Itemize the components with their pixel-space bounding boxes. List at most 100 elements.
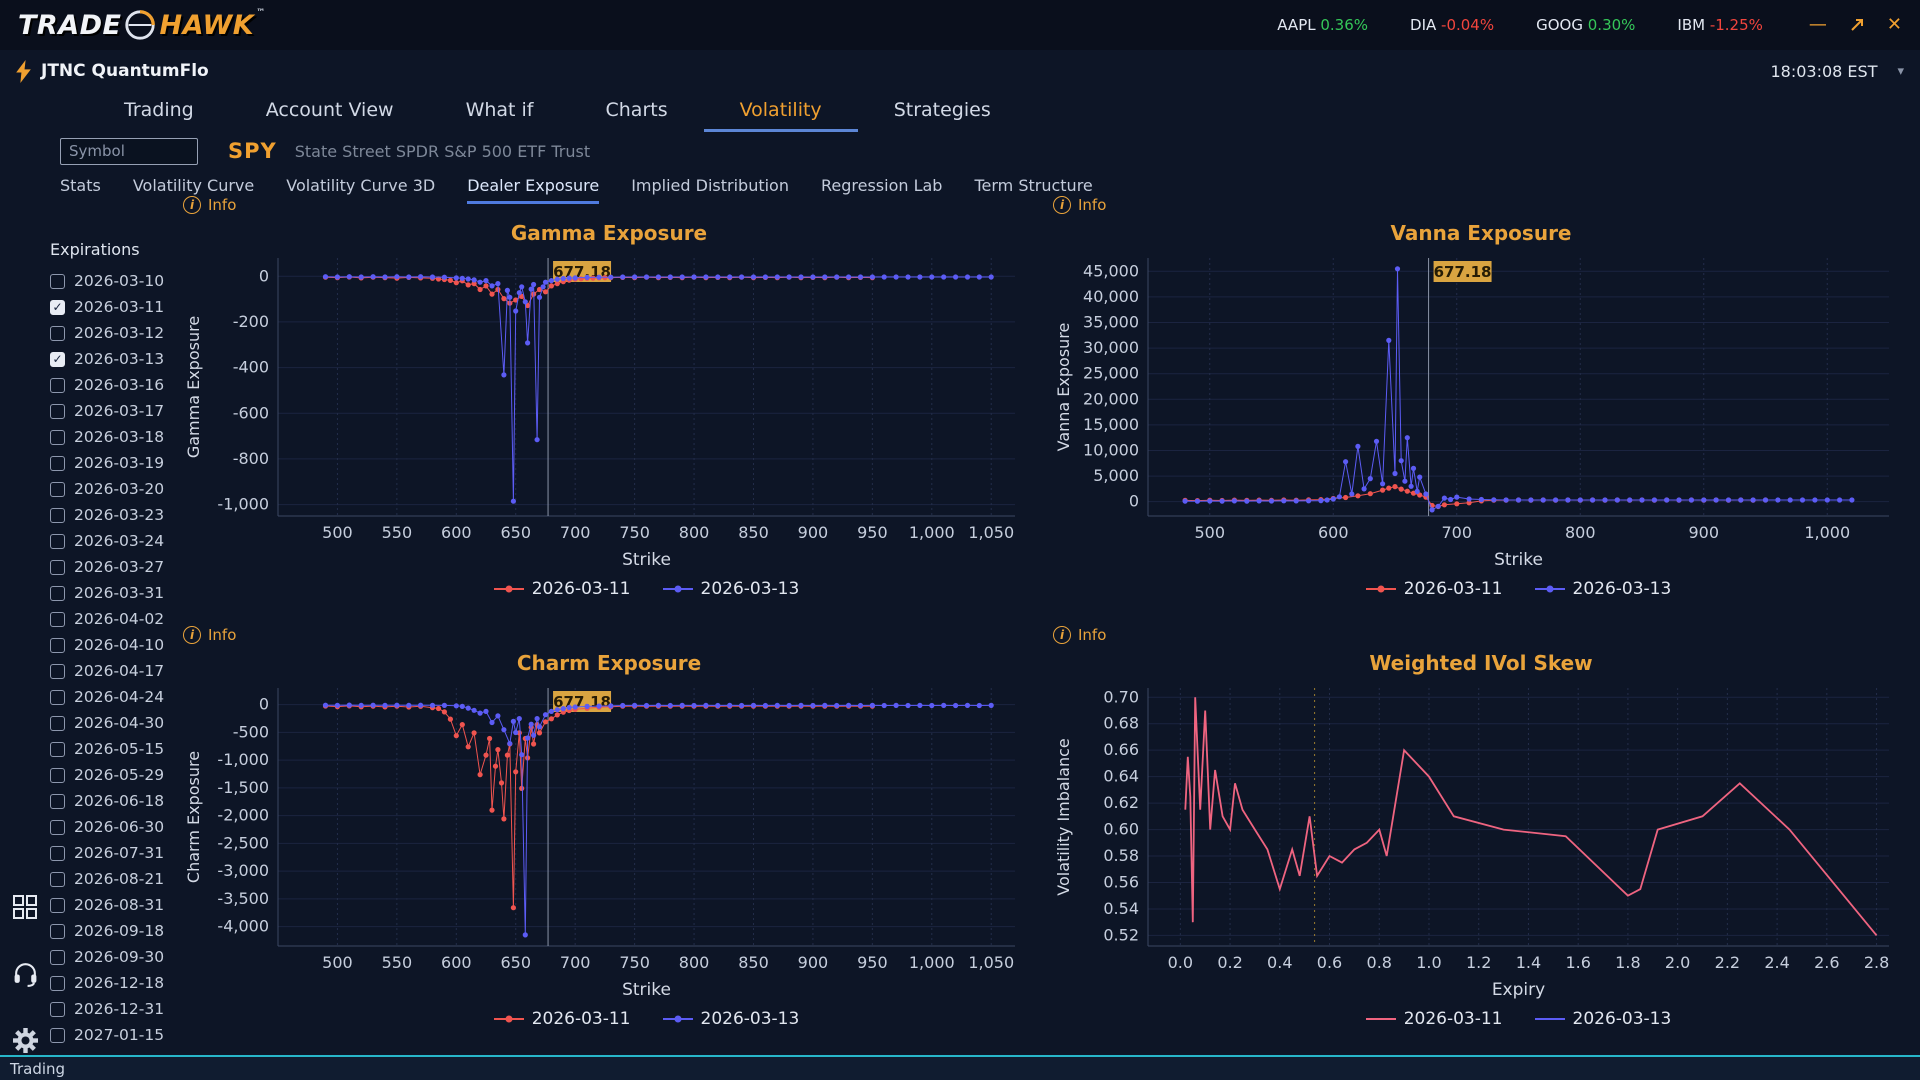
symbol-input[interactable] <box>60 137 198 165</box>
gamma-exposure-chart[interactable]: 0 -200 -400 -600 -800 -1,000 500 550 600 650 700 75… <box>183 248 1035 548</box>
expiration-item[interactable]: 2026-04-10 <box>50 632 206 658</box>
expiration-checkbox[interactable] <box>50 403 65 419</box>
legend-item[interactable]: 2026-03-13 <box>662 579 799 599</box>
weighted-ivol-skew-chart[interactable]: 0.52 0.54 0.56 0.58 0.60 0.62 0.64 0.66 0.68 0.70… <box>1053 678 1909 978</box>
expiration-item[interactable]: 2026-03-18 <box>50 424 206 450</box>
expiration-item[interactable]: 2026-03-20 <box>50 476 206 502</box>
layout-grid-icon[interactable] <box>12 894 39 924</box>
expiration-checkbox[interactable] <box>50 715 65 731</box>
expiration-checkbox[interactable] <box>50 1027 65 1043</box>
expiration-checkbox[interactable] <box>50 845 65 861</box>
expiration-checkbox[interactable] <box>50 455 65 471</box>
tab-volatility[interactable]: Volatility <box>703 91 858 132</box>
legend-item[interactable]: 2026-03-13 <box>1534 1009 1671 1029</box>
legend-item[interactable]: 2026-03-11 <box>493 579 631 599</box>
expiration-checkbox[interactable]: ✓ <box>50 351 65 367</box>
expiration-item[interactable]: 2026-04-17 <box>50 658 206 684</box>
tab-dealer-exposure[interactable]: Dealer Exposure <box>467 176 600 204</box>
tab-volatility-curve-3d[interactable]: Volatility Curve 3D <box>286 176 436 195</box>
expiration-checkbox[interactable] <box>50 559 65 575</box>
expiration-checkbox[interactable] <box>50 325 65 341</box>
legend-item[interactable]: 2026-03-13 <box>662 1009 799 1029</box>
tab-what-if[interactable]: What if <box>465 99 534 121</box>
expiration-item[interactable]: 2026-04-24 <box>50 684 206 710</box>
expiration-checkbox[interactable] <box>50 871 65 887</box>
info-button[interactable]: i Info <box>1053 196 1106 214</box>
info-button[interactable]: i Info <box>183 626 236 644</box>
expiration-checkbox[interactable] <box>50 637 65 653</box>
chevron-down-icon[interactable]: ▾ <box>1897 63 1904 79</box>
legend-item[interactable]: 2026-03-13 <box>1534 579 1671 599</box>
svg-text:40,000: 40,000 <box>1083 287 1139 306</box>
tab-stats[interactable]: Stats <box>60 176 101 195</box>
expiration-checkbox[interactable] <box>50 767 65 783</box>
tab-implied-distribution[interactable]: Implied Distribution <box>631 176 789 195</box>
expiration-item[interactable]: 2026-03-24 <box>50 528 206 554</box>
expiration-item[interactable]: 2026-03-19 <box>50 450 206 476</box>
info-button[interactable]: i Info <box>1053 626 1106 644</box>
tab-trading[interactable]: Trading <box>124 99 194 121</box>
expiration-item[interactable]: 2026-07-31 <box>50 840 206 866</box>
expiration-item[interactable]: 2026-04-30 <box>50 710 206 736</box>
expiration-checkbox[interactable] <box>50 533 65 549</box>
expiration-item[interactable]: 2026-03-23 <box>50 502 206 528</box>
expiration-checkbox[interactable] <box>50 377 65 393</box>
expiration-item[interactable]: 2026-03-12 <box>50 320 206 346</box>
restore-button[interactable] <box>1849 17 1865 33</box>
tab-account-view[interactable]: Account View <box>265 99 394 121</box>
expiration-item[interactable]: 2026-05-15 <box>50 736 206 762</box>
legend-item[interactable]: 2026-03-11 <box>1365 579 1503 599</box>
expiration-checkbox[interactable] <box>50 793 65 809</box>
expiration-checkbox[interactable] <box>50 1001 65 1017</box>
expiration-checkbox[interactable] <box>50 689 65 705</box>
expiration-checkbox[interactable] <box>50 663 65 679</box>
expiration-checkbox[interactable] <box>50 975 65 991</box>
legend-item[interactable]: 2026-03-11 <box>1365 1009 1503 1029</box>
gear-icon[interactable] <box>12 1027 39 1058</box>
expiration-checkbox[interactable] <box>50 897 65 913</box>
headset-icon[interactable] <box>12 960 39 991</box>
close-button[interactable]: ✕ <box>1886 14 1902 35</box>
minimize-button[interactable]: — <box>1808 14 1827 35</box>
expiration-item[interactable]: 2026-03-17 <box>50 398 206 424</box>
expiration-item[interactable]: ✓ 2026-03-11 <box>50 294 206 320</box>
expiration-item[interactable]: 2026-03-27 <box>50 554 206 580</box>
expiration-item[interactable]: 2026-06-18 <box>50 788 206 814</box>
expiration-item[interactable]: 2026-09-30 <box>50 944 206 970</box>
tab-volatility-curve[interactable]: Volatility Curve <box>132 176 255 195</box>
svg-text:-3,000: -3,000 <box>217 861 269 880</box>
info-button[interactable]: i Info <box>183 196 236 214</box>
expiration-item[interactable]: 2026-06-30 <box>50 814 206 840</box>
tab-regression-lab[interactable]: Regression Lab <box>820 176 943 195</box>
expiration-checkbox[interactable] <box>50 611 65 627</box>
expiration-checkbox[interactable] <box>50 923 65 939</box>
legend-item[interactable]: 2026-03-11 <box>493 1009 631 1029</box>
status-tab-trading[interactable]: Trading <box>10 1059 66 1078</box>
expiration-checkbox[interactable] <box>50 949 65 965</box>
expiration-item[interactable]: 2026-03-10 <box>50 268 206 294</box>
expiration-checkbox[interactable] <box>50 741 65 757</box>
expiration-item[interactable]: 2026-05-29 <box>50 762 206 788</box>
expiration-item[interactable]: 2027-01-15 <box>50 1022 206 1048</box>
tab-strategies[interactable]: Strategies <box>893 99 991 121</box>
expiration-item[interactable]: 2026-03-31 <box>50 580 206 606</box>
expiration-checkbox[interactable] <box>50 273 65 289</box>
expiration-checkbox[interactable] <box>50 481 65 497</box>
expiration-checkbox[interactable] <box>50 429 65 445</box>
tab-term-structure[interactable]: Term Structure <box>974 176 1093 195</box>
expiration-checkbox[interactable]: ✓ <box>50 299 65 315</box>
expiration-item[interactable]: 2026-08-31 <box>50 892 206 918</box>
expiration-item[interactable]: 2026-08-21 <box>50 866 206 892</box>
expiration-item[interactable]: 2026-04-02 <box>50 606 206 632</box>
tab-charts[interactable]: Charts <box>605 99 668 121</box>
expiration-checkbox[interactable] <box>50 507 65 523</box>
expiration-item[interactable]: 2026-03-16 <box>50 372 206 398</box>
expiration-item[interactable]: 2026-09-18 <box>50 918 206 944</box>
expiration-item[interactable]: ✓ 2026-03-13 <box>50 346 206 372</box>
expiration-checkbox[interactable] <box>50 585 65 601</box>
charm-exposure-chart[interactable]: 0 -500 -1,000 -1,500 -2,000 -2,500 -3,000 -3,50… <box>183 678 1035 978</box>
expiration-item[interactable]: 2026-12-18 <box>50 970 206 996</box>
expiration-checkbox[interactable] <box>50 819 65 835</box>
vanna-exposure-chart[interactable]: 0 5,000 10,000 15,000 20,000 25,000 30,000 35,0… <box>1053 248 1909 548</box>
expiration-item[interactable]: 2026-12-31 <box>50 996 206 1022</box>
